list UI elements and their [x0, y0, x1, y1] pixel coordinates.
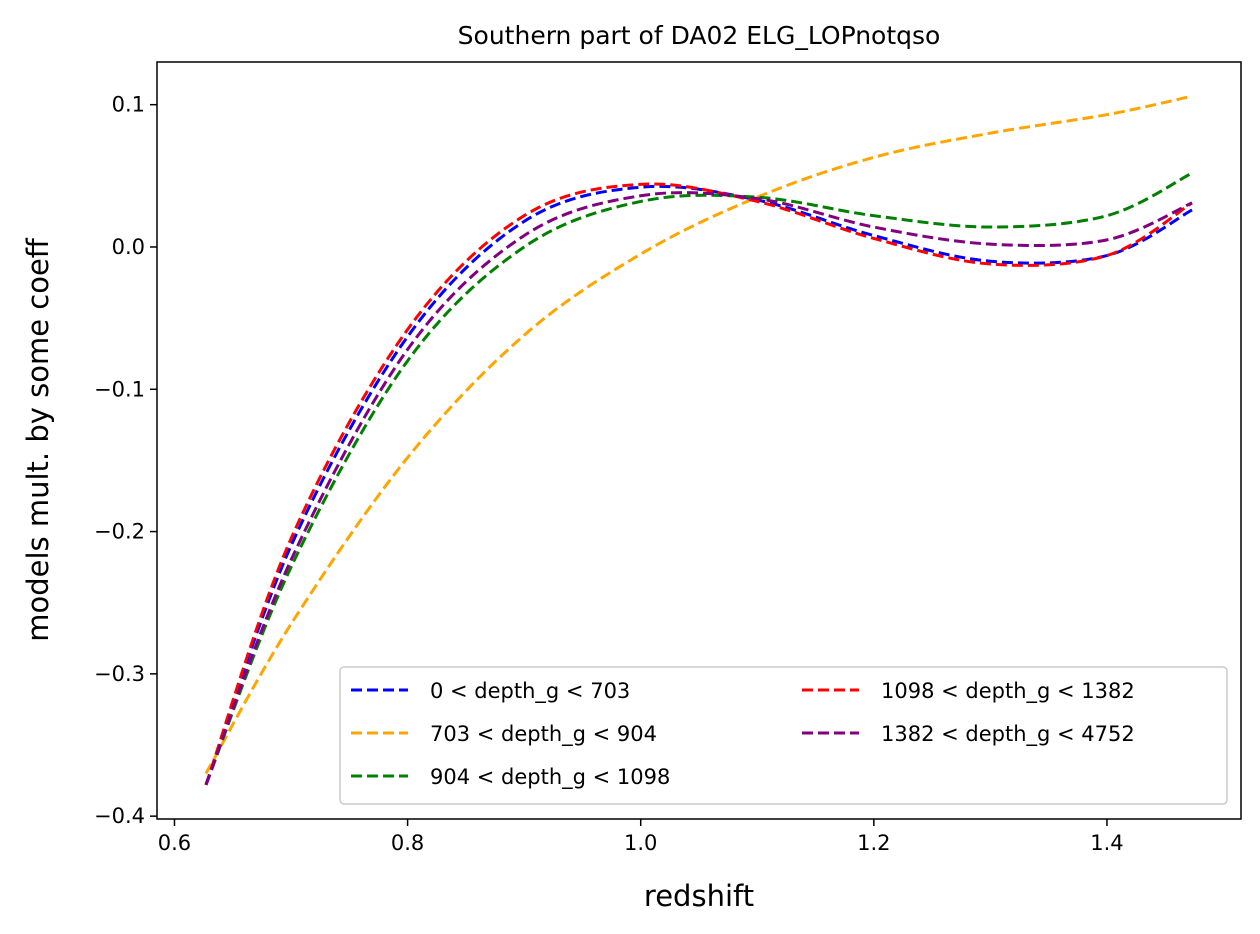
legend-label: 1098 < depth_g < 1382 [881, 679, 1135, 704]
chart-title: Southern part of DA02 ELG_LOPnotqso [458, 21, 941, 50]
x-axis: 0.6 0.8 1.0 1.2 1.4 [158, 819, 1124, 855]
y-tick-label: −0.2 [94, 520, 145, 544]
y-axis: −0.4 −0.3 −0.2 −0.1 0.0 0.1 [94, 93, 157, 828]
y-tick-label: −0.3 [94, 662, 145, 686]
plot-frame [156, 61, 1242, 820]
series-line-1 [204, 184, 1193, 786]
x-tick-label: 0.6 [158, 831, 191, 855]
series-line-2 [204, 94, 1193, 775]
y-tick-label: 0.0 [112, 235, 145, 259]
legend-label: 1382 < depth_g < 4752 [881, 722, 1135, 747]
legend-label: 904 < depth_g < 1098 [430, 765, 670, 790]
legend: 0 < depth_g < 703 703 < depth_g < 904 904 … [339, 666, 1228, 805]
series-line-3 [204, 171, 1193, 786]
y-axis-title: models mult. by some coeff [21, 237, 55, 642]
x-axis-title: redshift [644, 879, 754, 913]
x-tick-label: 0.8 [391, 831, 424, 855]
y-tick-label: 0.1 [112, 93, 145, 117]
x-tick-label: 1.0 [624, 831, 657, 855]
legend-label: 703 < depth_g < 904 [430, 722, 657, 747]
series-line-5 [204, 191, 1193, 786]
series-line-4 [204, 182, 1193, 786]
legend-frame [339, 666, 1228, 805]
x-tick-label: 1.2 [857, 831, 890, 855]
x-tick-label: 1.4 [1090, 831, 1123, 855]
y-tick-label: −0.4 [94, 804, 145, 828]
y-tick-label: −0.1 [94, 377, 145, 401]
legend-label: 0 < depth_g < 703 [430, 679, 630, 704]
plot-lines [204, 94, 1193, 786]
